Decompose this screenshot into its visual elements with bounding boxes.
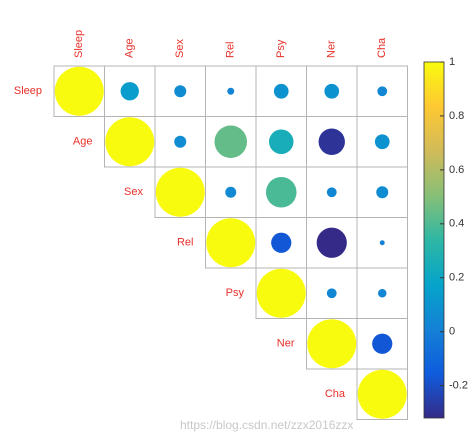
corr-circle <box>376 186 389 199</box>
column-label: Psy <box>275 39 287 58</box>
colorbar-tick-label: 0.6 <box>449 164 464 176</box>
corr-circle <box>155 167 205 217</box>
corr-circle <box>120 82 139 101</box>
row-label: Rel <box>177 237 194 249</box>
corr-circle <box>374 134 390 150</box>
column-label: Sex <box>174 39 186 58</box>
colorbar-tick-label: 0.2 <box>449 272 464 284</box>
corr-circle <box>54 66 104 116</box>
corr-circle <box>206 218 256 268</box>
corr-circle <box>324 83 340 99</box>
colorbar <box>423 61 445 419</box>
corr-circle <box>269 129 294 154</box>
corr-circle <box>174 85 187 98</box>
corr-circle <box>357 369 407 419</box>
corr-circle <box>265 176 297 208</box>
corr-circle <box>378 289 387 298</box>
column-label: Age <box>124 38 136 58</box>
corr-circle <box>271 232 292 253</box>
colorbar-tick-label: 0.8 <box>449 110 464 122</box>
cell <box>356 217 408 269</box>
row-label: Psy <box>226 287 245 299</box>
column-label: Rel <box>225 41 237 58</box>
watermark: https://blog.csdn.net/zzx2016zzx <box>180 418 353 432</box>
corr-circle <box>214 125 248 159</box>
corr-circle <box>105 117 155 167</box>
column-label: Cha <box>376 37 388 58</box>
colorbar-tick-label: 0.4 <box>449 218 464 230</box>
corr-circle <box>307 319 357 369</box>
row-label: Sleep <box>14 85 42 97</box>
column-label: Sleep <box>73 30 85 58</box>
corr-circle <box>377 86 388 97</box>
colorbar-tick-label: 1 <box>449 56 455 68</box>
row-label: Ner <box>277 338 295 350</box>
corr-circle <box>174 135 187 148</box>
corr-circle <box>318 128 345 155</box>
row-label: Age <box>73 136 93 148</box>
column-label: Ner <box>326 40 338 58</box>
corr-circle <box>326 187 337 198</box>
corr-circle <box>372 333 393 354</box>
row-label: Cha <box>325 388 346 400</box>
colorbar-tick-label: 0 <box>449 326 455 338</box>
row-label: Sex <box>124 186 143 198</box>
corr-circle <box>256 268 306 318</box>
corr-circle <box>379 240 385 246</box>
corr-circle <box>316 227 347 258</box>
corr-circle <box>273 83 289 99</box>
corr-circle <box>326 288 337 299</box>
corr-circle <box>227 87 235 95</box>
colorbar-tick-label: -0.2 <box>449 380 468 392</box>
corr-circle <box>225 186 237 198</box>
